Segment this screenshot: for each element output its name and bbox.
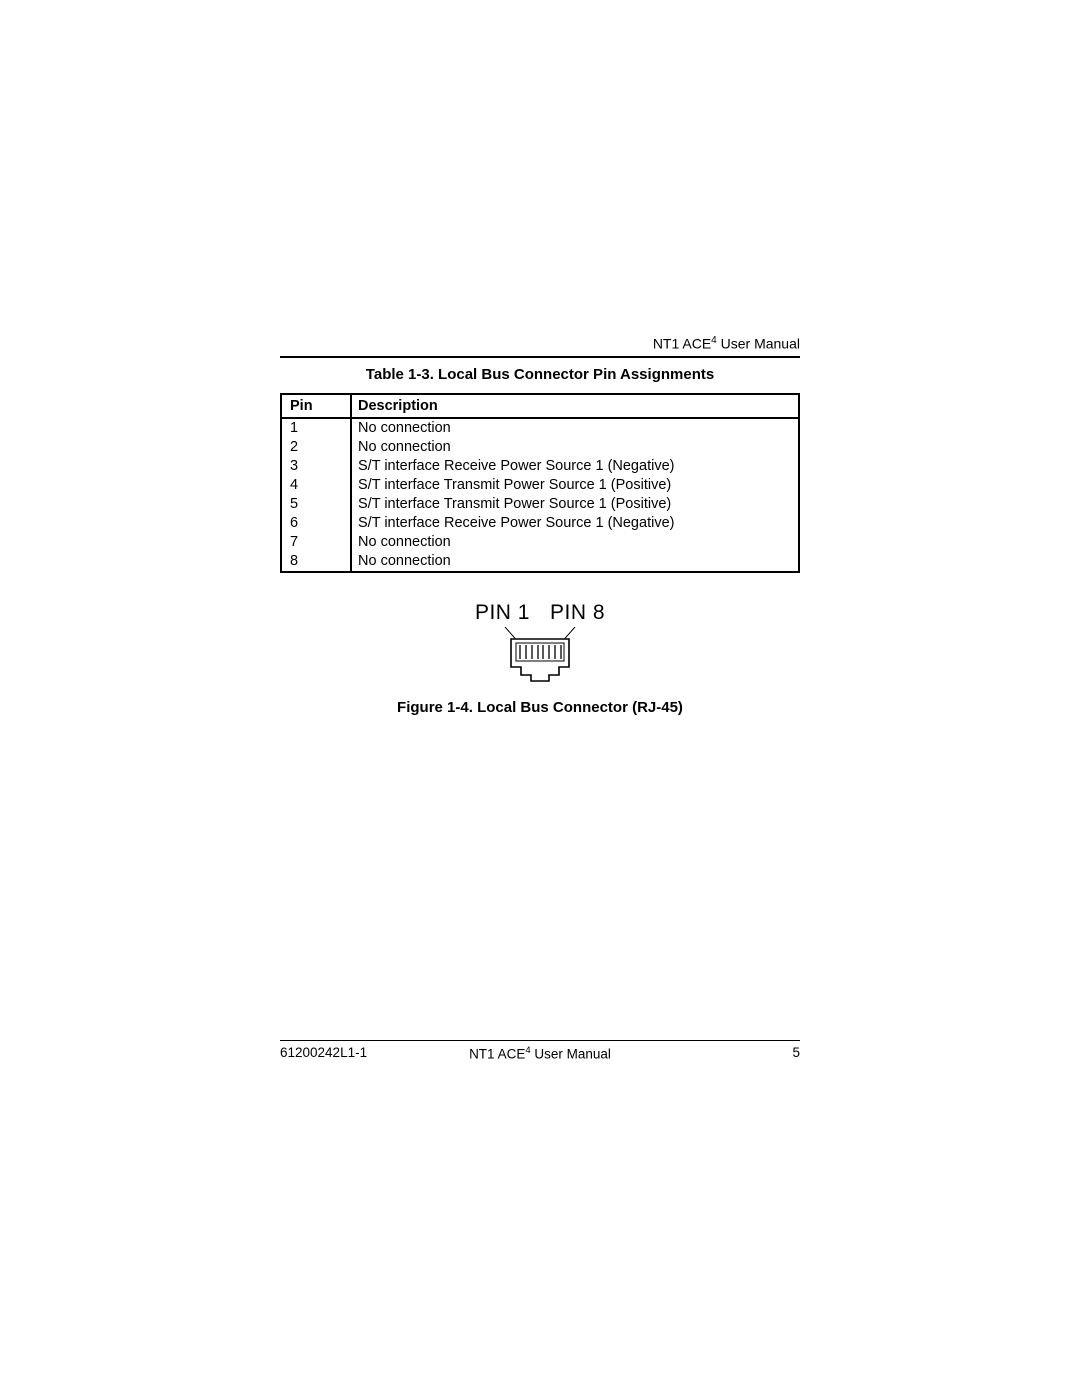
table-caption: Table 1-3. Local Bus Connector Pin Assig… — [280, 366, 800, 383]
pin-assignment-table: Pin Description 1No connection 2No conne… — [280, 393, 800, 573]
cell-desc: No connection — [351, 533, 799, 552]
cell-pin: 2 — [281, 438, 351, 457]
cell-desc: No connection — [351, 438, 799, 457]
table-row: 2No connection — [281, 438, 799, 457]
header-suffix: User Manual — [717, 336, 800, 352]
cell-desc: S/T interface Receive Power Source 1 (Ne… — [351, 514, 799, 533]
rj45-connector-diagram — [280, 627, 800, 685]
col-description: Description — [351, 394, 799, 418]
table-row: 7No connection — [281, 533, 799, 552]
cell-pin: 1 — [281, 418, 351, 438]
cell-pin: 8 — [281, 552, 351, 572]
page-footer: 61200242L1-1 NT1 ACE4 User Manual 5 — [280, 1040, 800, 1060]
cell-pin: 7 — [281, 533, 351, 552]
rj45-icon — [465, 627, 615, 685]
cell-pin: 4 — [281, 476, 351, 495]
cell-pin: 3 — [281, 457, 351, 476]
table-row: 8No connection — [281, 552, 799, 572]
table-row: 6S/T interface Receive Power Source 1 (N… — [281, 514, 799, 533]
table-row: 1No connection — [281, 418, 799, 438]
footer-center-prefix: NT1 ACE — [469, 1047, 525, 1062]
table-row: 5S/T interface Transmit Power Source 1 (… — [281, 495, 799, 514]
cell-desc: S/T interface Transmit Power Source 1 (P… — [351, 495, 799, 514]
cell-desc: No connection — [351, 552, 799, 572]
header-prefix: NT1 ACE — [653, 336, 711, 352]
page: NT1 ACE4 User Manual Table 1-3. Local Bu… — [0, 0, 1080, 1397]
pin1-label: PIN 1 — [475, 601, 530, 625]
cell-desc: S/T interface Receive Power Source 1 (Ne… — [351, 457, 799, 476]
header-text: NT1 ACE4 User Manual — [280, 335, 800, 352]
figure-area: PIN 1 PIN 8 — [280, 601, 800, 716]
footer-center-suffix: User Manual — [531, 1047, 611, 1062]
content-area: NT1 ACE4 User Manual Table 1-3. Local Bu… — [280, 335, 800, 716]
cell-pin: 5 — [281, 495, 351, 514]
table-row: 4S/T interface Transmit Power Source 1 (… — [281, 476, 799, 495]
table-header-row: Pin Description — [281, 394, 799, 418]
footer-center: NT1 ACE4 User Manual — [280, 1045, 800, 1062]
cell-desc: S/T interface Transmit Power Source 1 (P… — [351, 476, 799, 495]
col-pin: Pin — [281, 394, 351, 418]
figure-caption: Figure 1-4. Local Bus Connector (RJ-45) — [280, 699, 800, 716]
cell-desc: No connection — [351, 418, 799, 438]
pin8-label: PIN 8 — [550, 601, 605, 625]
cell-pin: 6 — [281, 514, 351, 533]
pin-labels: PIN 1 PIN 8 — [280, 601, 800, 625]
header-rule — [280, 356, 800, 358]
table-row: 3S/T interface Receive Power Source 1 (N… — [281, 457, 799, 476]
